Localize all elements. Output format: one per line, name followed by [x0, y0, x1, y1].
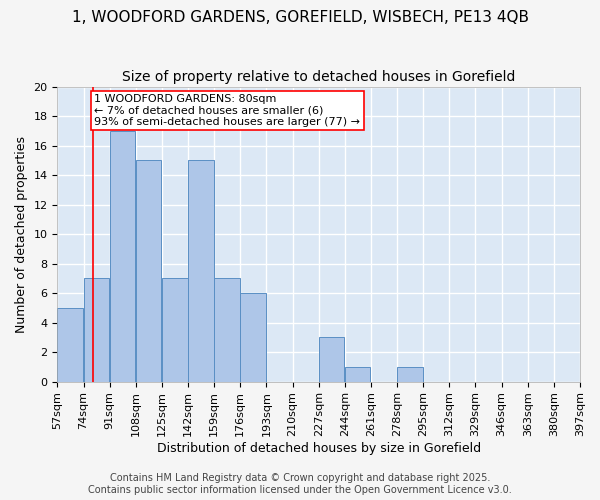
Text: 1, WOODFORD GARDENS, GOREFIELD, WISBECH, PE13 4QB: 1, WOODFORD GARDENS, GOREFIELD, WISBECH,…: [71, 10, 529, 25]
X-axis label: Distribution of detached houses by size in Gorefield: Distribution of detached houses by size …: [157, 442, 481, 455]
Bar: [188, 160, 214, 382]
Bar: [397, 367, 423, 382]
Bar: [345, 367, 370, 382]
Bar: [58, 308, 83, 382]
Bar: [162, 278, 188, 382]
Y-axis label: Number of detached properties: Number of detached properties: [15, 136, 28, 332]
Text: 1 WOODFORD GARDENS: 80sqm
← 7% of detached houses are smaller (6)
93% of semi-de: 1 WOODFORD GARDENS: 80sqm ← 7% of detach…: [94, 94, 360, 127]
Bar: [319, 338, 344, 382]
Bar: [214, 278, 240, 382]
Bar: [241, 293, 266, 382]
Bar: [83, 278, 109, 382]
Bar: [136, 160, 161, 382]
Bar: [110, 131, 136, 382]
Text: Contains HM Land Registry data © Crown copyright and database right 2025.
Contai: Contains HM Land Registry data © Crown c…: [88, 474, 512, 495]
Title: Size of property relative to detached houses in Gorefield: Size of property relative to detached ho…: [122, 70, 515, 84]
